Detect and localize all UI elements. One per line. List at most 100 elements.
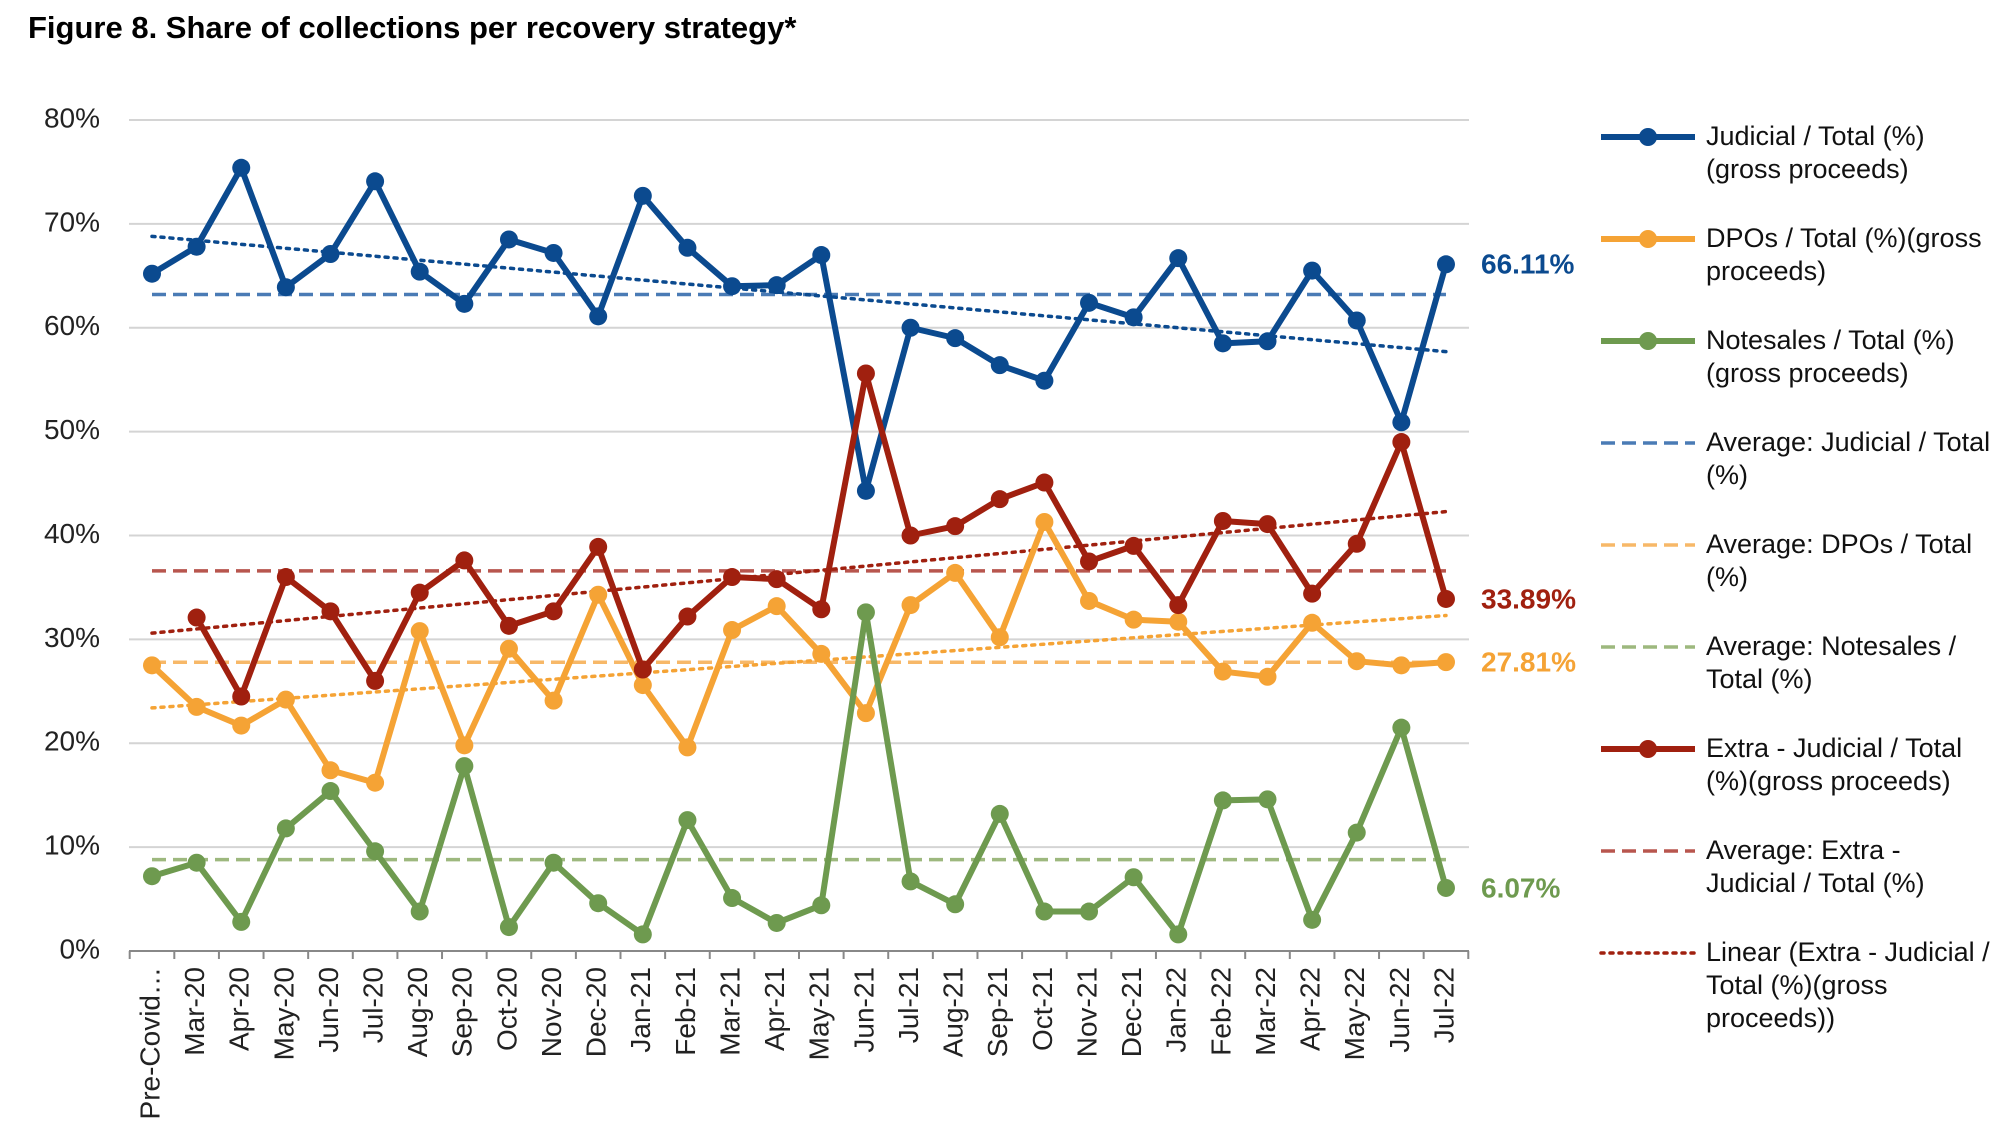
x-tick-label: Jun-21	[848, 967, 879, 1053]
point	[544, 602, 563, 621]
x-tick-label: Mar-22	[1250, 967, 1281, 1056]
point	[276, 278, 295, 297]
x-tick-label: Mar-21	[714, 967, 745, 1056]
y-tick-label: 30%	[44, 622, 100, 653]
x-tick-label: Mar-20	[179, 967, 210, 1056]
point	[321, 602, 340, 621]
point	[633, 676, 652, 695]
point	[901, 596, 920, 615]
legend-label: Average: Judicial / Total (%)	[1706, 427, 1991, 490]
point	[633, 660, 652, 679]
series-line	[150, 164, 1449, 494]
point	[990, 628, 1009, 647]
point	[990, 490, 1009, 509]
legend-entry: Extra - Judicial / Total (%)(gross proce…	[1598, 732, 1994, 798]
point	[232, 687, 251, 706]
y-tick-label: 40%	[44, 518, 100, 549]
legend-label: Judicial / Total (%)(gross proceeds)	[1706, 121, 1925, 184]
end-label: 27.81%	[1481, 647, 1576, 678]
point	[1303, 584, 1322, 603]
legend-swatch	[1601, 543, 1695, 547]
legend-label: DPOs / Total (%)(gross proceeds)	[1706, 223, 1982, 286]
point	[1080, 552, 1099, 571]
trend-line	[150, 509, 1448, 635]
trend-line	[150, 234, 1448, 354]
legend-label: Extra - Judicial / Total (%)(gross proce…	[1706, 733, 1963, 796]
point	[321, 244, 340, 263]
point	[187, 608, 206, 627]
point	[1436, 589, 1455, 608]
point	[767, 276, 786, 295]
x-tick-label: Apr-21	[759, 967, 790, 1051]
trend-line	[150, 613, 1448, 710]
point	[1124, 536, 1143, 555]
legend-swatch	[1601, 849, 1695, 853]
point	[589, 307, 608, 326]
point	[544, 853, 563, 872]
y-tick-label: 70%	[44, 206, 100, 237]
legend-marker	[1639, 230, 1657, 248]
x-tick-label: Sep-20	[447, 967, 478, 1057]
point	[1436, 255, 1455, 274]
point	[410, 902, 429, 921]
point	[678, 738, 697, 757]
point	[723, 568, 742, 587]
end-label: 6.07%	[1481, 872, 1560, 903]
point	[812, 896, 831, 915]
point	[276, 568, 295, 587]
point	[723, 277, 742, 296]
y-tick-label: 50%	[44, 414, 100, 445]
x-tick-label: Oct-21	[1027, 967, 1058, 1051]
point	[946, 517, 965, 536]
legend-marker	[1639, 332, 1657, 350]
point	[1035, 473, 1054, 492]
point	[1169, 612, 1188, 631]
point	[856, 704, 875, 723]
x-tick-label: May-21	[804, 967, 835, 1060]
point	[1213, 662, 1232, 681]
x-tick-label: Sep-21	[982, 967, 1013, 1057]
x-tick-label: Dec-21	[1116, 967, 1147, 1057]
legend-swatch	[1601, 740, 1695, 758]
point	[767, 570, 786, 589]
point	[1035, 902, 1054, 921]
point	[678, 238, 697, 257]
point	[410, 622, 429, 641]
x-tick-label: Nov-20	[536, 967, 567, 1057]
end-label: 66.11%	[1481, 249, 1575, 280]
legend-label: Average: Extra - Judicial / Total (%)	[1706, 835, 1925, 898]
point	[901, 318, 920, 337]
legend-label: Average: DPOs / Total (%)	[1706, 529, 1973, 592]
point	[1080, 902, 1099, 921]
x-tick-label: Jul-21	[893, 967, 924, 1043]
legend-entry: Linear (Extra - Judicial / Total (%)(gro…	[1598, 936, 1994, 1035]
point	[366, 671, 385, 690]
point	[589, 894, 608, 913]
point	[1124, 308, 1143, 327]
y-tick-label: 80%	[44, 102, 100, 133]
point	[1213, 511, 1232, 530]
legend-label: Notesales / Total (%)(gross proceeds)	[1706, 325, 1955, 388]
point	[1169, 596, 1188, 615]
point	[1258, 667, 1277, 686]
point	[767, 913, 786, 932]
x-tick-label: Jun-20	[313, 967, 344, 1053]
point	[1392, 718, 1411, 737]
point	[946, 895, 965, 914]
x-tick-label: Apr-20	[224, 967, 255, 1051]
point	[1392, 433, 1411, 452]
end-label: 33.89%	[1481, 583, 1576, 614]
point	[589, 537, 608, 556]
point	[232, 158, 251, 177]
x-tick-label: Pre-Covid…	[134, 967, 165, 1119]
point	[1347, 311, 1366, 330]
legend-swatch	[1601, 441, 1695, 445]
point	[455, 736, 474, 755]
point	[499, 639, 518, 658]
point	[946, 329, 965, 348]
y-tick-label: 60%	[44, 310, 100, 341]
point	[1347, 652, 1366, 671]
point	[455, 757, 474, 776]
point	[633, 925, 652, 944]
